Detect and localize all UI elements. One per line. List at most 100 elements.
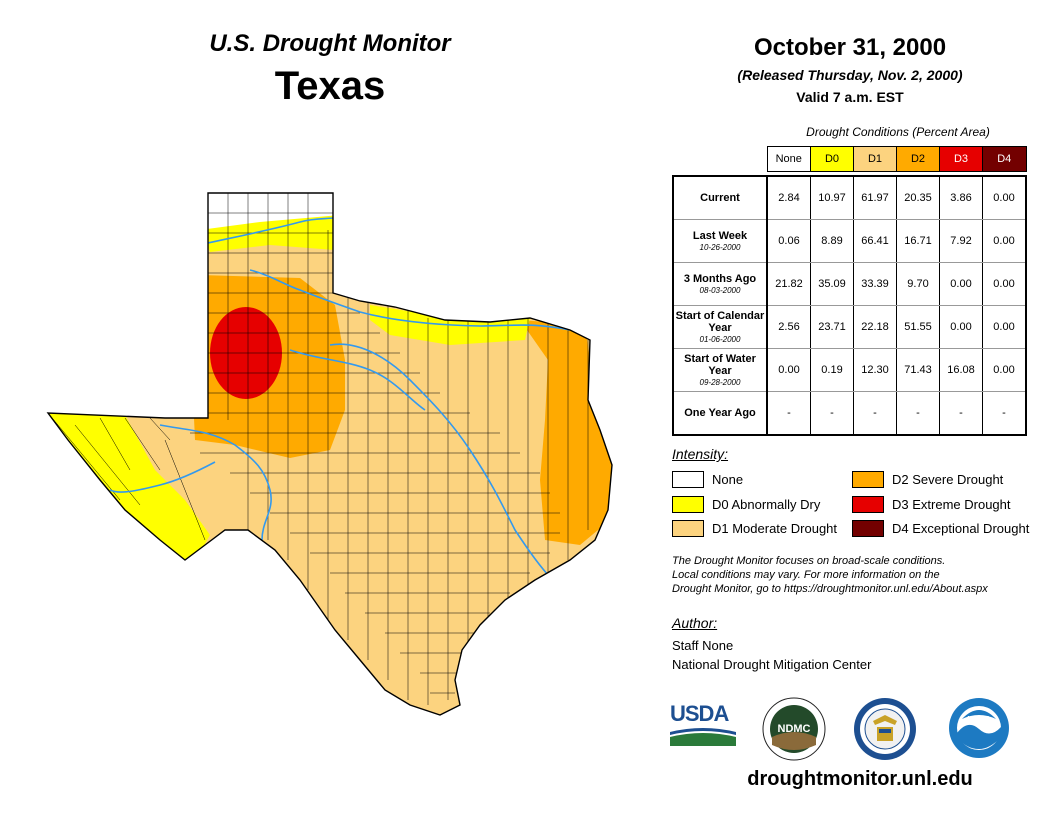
noaa-logo-text: NOAA: [967, 715, 991, 724]
value-cell: 2.56: [766, 305, 811, 349]
ndmc-logo: NDMC: [762, 697, 826, 761]
legend-label: D0 Abnormally Dry: [712, 497, 821, 512]
value-cell: 9.70: [896, 262, 940, 306]
author-org: National Drought Mitigation Center: [672, 657, 872, 672]
usda-hills-icon: [670, 728, 736, 746]
website-url[interactable]: droughtmonitor.unl.edu: [747, 768, 973, 790]
legend-label: D2 Severe Drought: [892, 472, 1004, 487]
rivers: [109, 217, 571, 576]
value-cell: 0.19: [810, 348, 854, 392]
header-none: None: [766, 146, 811, 172]
value-cell: 0.00: [939, 262, 983, 306]
value-cell: 7.92: [939, 219, 983, 263]
rio-grande-trib: [109, 461, 216, 493]
table-row: Last Week 10-26-2000 0.06 8.89 66.41 16.7…: [672, 219, 1027, 263]
red-river: [249, 269, 571, 331]
value-cell: 23.71: [810, 305, 854, 349]
value-cell: 0.00: [982, 219, 1027, 263]
value-cell: 0.00: [939, 305, 983, 349]
map-title: U.S. Drought Monitor: [209, 30, 451, 57]
none-region: [200, 193, 340, 230]
texas-outline: [46, 192, 613, 716]
legend-label: D3 Extreme Drought: [892, 497, 1011, 512]
legend-swatch: [852, 496, 884, 513]
value-cell: 51.55: [896, 305, 940, 349]
header-d1: D1: [853, 146, 897, 172]
value-cell: 66.41: [853, 219, 897, 263]
header-d2: D2: [896, 146, 940, 172]
legend-label: D4 Exceptional Drought: [892, 521, 1030, 536]
legend-item-d1: D1 Moderate Drought: [672, 520, 837, 537]
value-cell: 0.00: [982, 175, 1027, 220]
canadian-river: [207, 217, 334, 244]
row-label: One Year Ago: [672, 391, 768, 436]
disclaimer-note: The Drought Monitor focuses on broad-sca…: [672, 555, 988, 595]
usda-logo: USDA: [670, 702, 738, 748]
legend-item-d2: D2 Severe Drought: [852, 471, 1003, 488]
conditions-title: Drought Conditions (Percent Area): [806, 125, 990, 139]
texas-drought-map: [46, 192, 613, 716]
row-label: Start of Calendar Year 01-06-2000: [672, 305, 768, 349]
value-cell: 61.97: [853, 175, 897, 220]
table-header-row: None D0 D1 D2 D3 D4: [673, 146, 1027, 172]
row-label: Last Week 10-26-2000: [672, 219, 768, 263]
value-cell: 3.86: [939, 175, 983, 220]
value-cell: 22.18: [853, 305, 897, 349]
legend-swatch: [852, 471, 884, 488]
value-cell: -: [766, 391, 811, 436]
legend-swatch: [852, 520, 884, 537]
value-cell: -: [982, 391, 1027, 436]
table-row: Start of Water Year 09-28-2000 0.00 0.19 …: [672, 348, 1027, 392]
author-heading: Author:: [672, 615, 718, 631]
release-date: (Released Thursday, Nov. 2, 2000): [737, 67, 963, 83]
value-cell: 0.00: [982, 348, 1027, 392]
legend-label: D1 Moderate Drought: [712, 521, 838, 536]
value-cell: 16.71: [896, 219, 940, 263]
legend-item-none: None: [672, 471, 743, 488]
legend-item-d3: D3 Extreme Drought: [852, 496, 1011, 513]
header-blank: [673, 147, 767, 172]
value-cell: 16.08: [939, 348, 983, 392]
table-row: Start of Calendar Year 01-06-2000 2.56 23…: [672, 305, 1027, 349]
value-cell: 12.30: [853, 348, 897, 392]
brazos-river: [329, 343, 549, 576]
ndmc-logo-text: NDMC: [778, 723, 811, 735]
header-d0: D0: [810, 146, 854, 172]
d0-west-region: [48, 405, 210, 570]
map-date: October 31, 2000: [753, 34, 947, 61]
drought-conditions-table: None D0 D1 D2 D3 D4 Current 2.84 10.97 6…: [672, 146, 1027, 436]
legend-swatch: [672, 520, 704, 537]
doc-seal-logo: [854, 698, 916, 760]
value-cell: 0.00: [766, 348, 811, 392]
value-cell: 35.09: [810, 262, 854, 306]
pecos-river: [159, 424, 272, 541]
value-cell: 10.97: [810, 175, 854, 220]
header-d4: D4: [982, 146, 1027, 172]
legend-label: None: [712, 472, 744, 487]
row-label: 3 Months Ago 08-03-2000: [672, 262, 768, 306]
value-cell: 20.35: [896, 175, 940, 220]
colorado-trib: [289, 349, 426, 411]
table-row: One Year Ago - - - - - -: [672, 391, 1027, 436]
legend-swatch: [672, 471, 704, 488]
value-cell: -: [939, 391, 983, 436]
row-label: Current: [672, 175, 768, 220]
state-name: Texas: [274, 64, 386, 108]
value-cell: -: [853, 391, 897, 436]
county-lines: [48, 193, 589, 705]
value-cell: -: [896, 391, 940, 436]
legend-item-d4: D4 Exceptional Drought: [852, 520, 1029, 537]
value-cell: 0.00: [982, 262, 1027, 306]
value-cell: -: [810, 391, 854, 436]
value-cell: 0.06: [766, 219, 811, 263]
legend-item-d0: D0 Abnormally Dry: [672, 496, 820, 513]
value-cell: 8.89: [810, 219, 854, 263]
valid-time: Valid 7 a.m. EST: [796, 89, 904, 105]
value-cell: 21.82: [766, 262, 811, 306]
legend-swatch: [672, 496, 704, 513]
author-name: Staff None: [672, 638, 734, 653]
legend-title: Intensity:: [672, 446, 729, 462]
row-label: Start of Water Year 09-28-2000: [672, 348, 768, 392]
table-row: 3 Months Ago 08-03-2000 21.82 35.09 33.39…: [672, 262, 1027, 306]
noaa-logo: NOAA: [949, 698, 1009, 758]
